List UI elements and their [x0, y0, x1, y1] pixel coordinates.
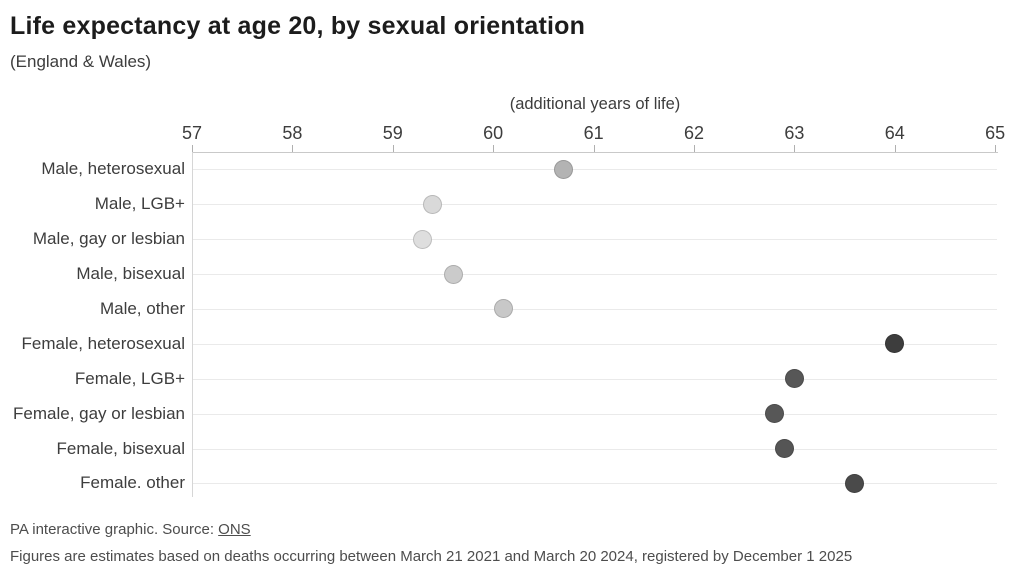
x-axis-line — [192, 152, 998, 153]
x-tick-label: 60 — [483, 123, 504, 143]
footer: PA interactive graphic. Source: ONS Figu… — [10, 516, 852, 570]
row-gridline — [193, 169, 997, 171]
data-point-dot[interactable] — [764, 404, 784, 424]
data-point-dot[interactable] — [553, 159, 573, 179]
source-link[interactable]: ONS — [218, 521, 251, 538]
footer-credit: PA interactive graphic. Source: ONS — [10, 516, 852, 543]
row-gridline — [193, 413, 997, 415]
category-label: Male, bisexual — [76, 264, 185, 283]
chart-title: Life expectancy at age 20, by sexual ori… — [10, 12, 586, 40]
x-tick-label: 65 — [985, 123, 1006, 143]
x-tick-mark — [694, 145, 695, 152]
row-gridline — [193, 204, 997, 206]
x-tick-label: 58 — [282, 123, 303, 143]
x-tick-mark — [995, 145, 997, 152]
data-point-dot[interactable] — [784, 369, 804, 389]
data-point-dot[interactable] — [493, 299, 513, 319]
category-label: Female, bisexual — [56, 438, 185, 458]
data-point-dot[interactable] — [443, 264, 463, 284]
category-label: Male, LGB+ — [94, 194, 185, 214]
category-label: Female, gay or lesbian — [13, 403, 185, 423]
row-gridline — [193, 343, 997, 345]
category-label: Female. other — [80, 473, 185, 493]
category-label: Male, heterosexual — [41, 159, 185, 179]
x-tick-label: 59 — [382, 123, 403, 143]
x-tick-mark — [593, 145, 595, 152]
x-tick-mark — [493, 145, 495, 152]
x-tick-label: 57 — [181, 123, 203, 143]
x-tick-label: 61 — [583, 123, 604, 143]
data-point-dot[interactable] — [413, 229, 433, 249]
category-label: Female, LGB+ — [74, 368, 185, 388]
x-tick-label: 64 — [884, 123, 905, 143]
x-tick-label: 62 — [683, 123, 705, 143]
chart-subtitle: (England & Wales) — [10, 52, 152, 71]
category-label: Male, gay or lesbian — [32, 229, 185, 249]
row-gridline — [193, 483, 997, 485]
x-axis-title: (additional years of life) — [509, 95, 681, 113]
footer-note: Figures are estimates based on deaths oc… — [10, 548, 853, 565]
row-gridline — [193, 239, 997, 241]
category-label: Male, other — [99, 298, 185, 318]
x-tick-label: 63 — [784, 123, 805, 143]
footer-credit-text: PA interactive graphic. Source: — [10, 521, 219, 538]
x-tick-mark — [794, 145, 796, 152]
data-point-dot[interactable] — [845, 473, 865, 493]
data-point-dot[interactable] — [885, 334, 905, 354]
category-label: Female, heterosexual — [21, 333, 185, 353]
row-gridline — [193, 448, 997, 450]
x-tick-mark — [894, 145, 896, 152]
row-gridline — [193, 274, 997, 275]
data-point-dot[interactable] — [774, 439, 794, 458]
row-gridline — [193, 378, 997, 380]
x-tick-mark — [292, 145, 294, 152]
y-axis-line — [192, 152, 193, 497]
row-gridline — [193, 308, 997, 310]
plot-area: 57 58 59 60 61 62 63 64 65 Male, heterosexual Male… — [13, 123, 1006, 497]
x-tick-mark — [392, 145, 394, 152]
x-tick-mark — [192, 145, 193, 152]
data-point-dot[interactable] — [423, 194, 443, 214]
